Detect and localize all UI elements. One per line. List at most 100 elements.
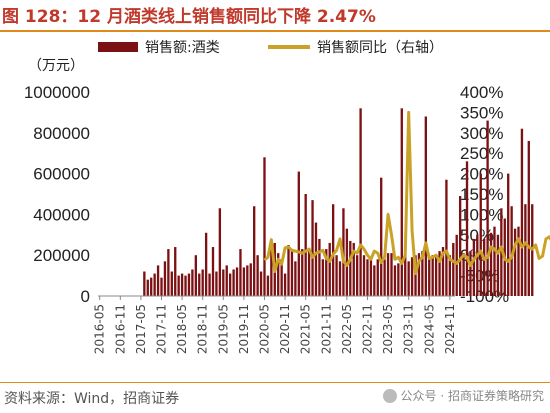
bar [328, 242, 331, 296]
bar [527, 140, 530, 296]
bar [431, 255, 434, 296]
bar [520, 128, 524, 296]
y-right-tick-label: 250% [460, 144, 503, 163]
bar [335, 255, 338, 296]
x-axis: 2016-05 2016-11 2017-05 2017-11 2018-05 2018-… [93, 296, 457, 354]
bar [294, 261, 297, 296]
bar [452, 242, 455, 296]
bar [307, 251, 311, 296]
bar [321, 259, 325, 296]
bar [445, 179, 448, 296]
legend-line-label: 销售额同比（右轴） [317, 40, 443, 56]
bar [386, 253, 390, 296]
x-tick-label: 2016-05 [93, 304, 107, 354]
x-tick-label: 2021-05 [299, 304, 313, 354]
bar [311, 200, 314, 296]
bar [170, 271, 173, 296]
x-tick-label: 2018-05 [175, 304, 189, 354]
source-note: 资料来源：Wind，招商证券 [4, 391, 180, 407]
bar [283, 273, 287, 296]
bar [383, 259, 386, 296]
bar [153, 273, 156, 296]
bar [222, 269, 225, 296]
bar [479, 173, 482, 296]
yoy-line [263, 110, 550, 276]
bar [184, 275, 187, 296]
bar [465, 161, 469, 296]
bar [496, 234, 500, 296]
bar [150, 277, 153, 296]
bar [376, 259, 379, 296]
bar [428, 257, 431, 296]
bar [187, 273, 191, 296]
bar [455, 234, 458, 296]
x-tick-label: 2016-11 [113, 304, 127, 354]
watermark-text: 公众号 · 招商证券策略研究 [400, 389, 544, 403]
bar [448, 255, 452, 296]
bar [510, 206, 513, 296]
x-tick-label: 2022-11 [360, 304, 374, 354]
y-left-tick-label: 400000 [33, 205, 90, 224]
bar [218, 208, 222, 296]
bar [249, 263, 252, 296]
bar [404, 255, 407, 296]
bar [349, 240, 352, 296]
bar [314, 222, 318, 296]
bar [277, 253, 280, 296]
bar [287, 245, 290, 296]
y-right-tick-label: 350% [460, 103, 503, 122]
bar [146, 279, 149, 296]
bar [266, 275, 270, 296]
bar [280, 259, 283, 296]
bar [215, 271, 218, 296]
bar [290, 249, 294, 296]
bar [424, 116, 427, 296]
bar [246, 265, 249, 296]
bar [356, 255, 359, 296]
bar [407, 261, 410, 296]
bar [513, 228, 517, 296]
bar [256, 255, 259, 296]
legend-bar-swatch [98, 42, 138, 52]
y-right-tick-label: 400% [460, 83, 503, 102]
x-tick-label: 2024-11 [443, 304, 457, 354]
bar [225, 265, 228, 296]
bar [469, 251, 472, 296]
bar [362, 255, 366, 296]
x-tick-label: 2023-11 [402, 304, 416, 354]
bar [318, 238, 321, 296]
bar [211, 247, 215, 296]
bar [489, 232, 493, 296]
bar [160, 277, 163, 296]
chart-title: 图 128：12 月酒类线上销售额同比下降 2.47% [2, 7, 376, 27]
bar [235, 267, 239, 296]
y-right-tick-label: 300% [460, 124, 503, 143]
y-left-tick-label: 600000 [33, 165, 90, 184]
bar [263, 157, 266, 296]
bar [417, 253, 421, 296]
bar [232, 269, 235, 296]
bar [259, 271, 263, 296]
x-tick-label: 2018-11 [196, 304, 210, 354]
x-tick-label: 2019-11 [237, 304, 251, 354]
y-left-axis: 0 200000 400000 600000 800000 1000000 [24, 83, 90, 306]
bar [198, 273, 201, 296]
bar [204, 232, 208, 296]
bar [253, 206, 256, 296]
x-tick-label: 2024-05 [422, 304, 436, 354]
x-tick-label: 2023-05 [381, 304, 395, 354]
bar [359, 108, 362, 296]
bar [493, 226, 496, 296]
bar [194, 255, 197, 296]
y-left-unit-label: （万元） [28, 58, 84, 74]
bar [325, 249, 328, 296]
bar [177, 275, 180, 296]
title-divider [0, 30, 550, 32]
bar [239, 249, 242, 296]
bar [507, 173, 510, 296]
bar [338, 261, 342, 296]
bar [400, 108, 403, 296]
bar [201, 269, 204, 296]
bar [167, 249, 170, 296]
bar [180, 273, 184, 296]
